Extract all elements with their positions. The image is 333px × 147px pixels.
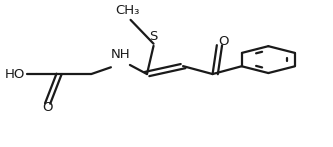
Text: HO: HO: [5, 68, 26, 81]
Text: O: O: [218, 35, 229, 48]
Text: NH: NH: [111, 48, 131, 61]
Text: O: O: [42, 101, 53, 114]
Text: S: S: [150, 30, 158, 43]
Text: CH₃: CH₃: [115, 4, 140, 17]
